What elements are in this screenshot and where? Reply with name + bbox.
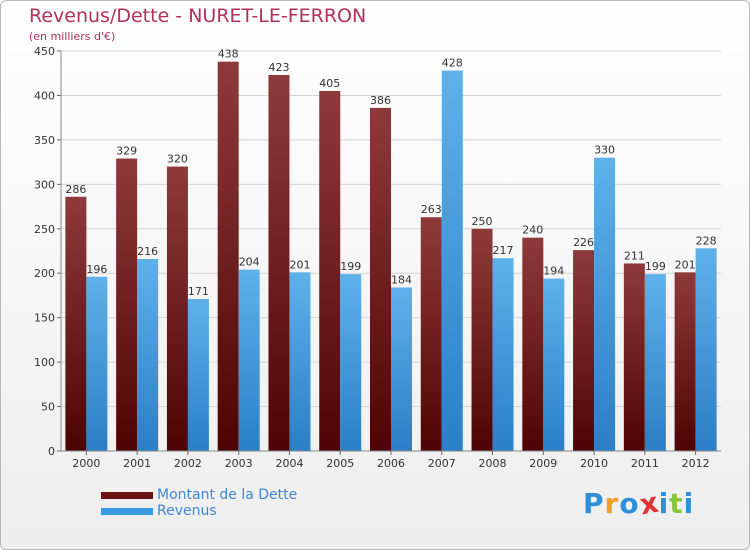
- data-label-revenus: 184: [391, 273, 412, 286]
- bar-dette: [623, 263, 645, 451]
- x-tick-label: 2003: [225, 457, 253, 470]
- bar-revenus: [289, 272, 311, 451]
- data-label-revenus: 330: [594, 144, 615, 157]
- legend-swatch-revenus: [101, 507, 153, 515]
- bar-dette: [268, 75, 290, 451]
- data-label-dette: 286: [65, 183, 86, 196]
- bar-revenus: [492, 258, 514, 451]
- bar-dette: [420, 217, 442, 451]
- logo-letter: r: [604, 487, 620, 520]
- legend-item-dette: Montant de la Dette: [101, 487, 297, 503]
- x-tick-label: 2006: [377, 457, 405, 470]
- bar-revenus: [238, 269, 260, 451]
- data-label-dette: 405: [319, 77, 340, 90]
- data-label-revenus: 216: [137, 245, 158, 258]
- bar-dette: [217, 61, 239, 452]
- data-label-revenus: 171: [188, 285, 209, 298]
- logo-letter: i: [683, 487, 695, 520]
- data-label-revenus: 196: [86, 263, 107, 276]
- x-tick-label: 2001: [123, 457, 151, 470]
- data-label-dette: 438: [218, 48, 239, 61]
- data-label-dette: 320: [167, 153, 188, 166]
- bar-dette: [522, 237, 544, 451]
- data-label-revenus: 228: [696, 234, 717, 247]
- bar-revenus: [340, 274, 362, 451]
- bar-revenus: [391, 287, 412, 451]
- y-tick-label: 200: [34, 267, 55, 280]
- x-tick-label: 2012: [682, 457, 710, 470]
- x-tick-label: 2004: [275, 457, 303, 470]
- legend-label-revenus: Revenus: [157, 503, 217, 519]
- y-tick-label: 250: [34, 223, 55, 236]
- x-tick-label: 2005: [326, 457, 354, 470]
- bar-revenus: [644, 274, 666, 451]
- data-label-dette: 201: [675, 258, 696, 271]
- x-tick-label: 2002: [174, 457, 202, 470]
- proxiti-logo: Proxiti: [583, 486, 695, 522]
- logo-letter: o: [619, 487, 640, 520]
- bar-revenus: [543, 278, 565, 451]
- x-tick-label: 2007: [428, 457, 456, 470]
- legend: Montant de la Dette Revenus: [101, 487, 297, 519]
- data-label-revenus: 199: [340, 260, 361, 273]
- data-label-dette: 263: [421, 203, 442, 216]
- logo-letter: t: [669, 487, 684, 520]
- data-label-revenus: 199: [645, 260, 666, 273]
- y-tick-label: 300: [34, 178, 55, 191]
- y-tick-label: 100: [34, 356, 55, 369]
- bar-dette: [319, 91, 341, 451]
- data-label-dette: 423: [268, 61, 289, 74]
- x-tick-label: 2011: [631, 457, 659, 470]
- bar-revenus: [86, 276, 108, 451]
- legend-item-revenus: Revenus: [101, 503, 297, 519]
- data-label-revenus: 428: [442, 57, 463, 70]
- data-label-revenus: 201: [289, 258, 310, 271]
- bar-revenus: [137, 259, 159, 451]
- legend-label-dette: Montant de la Dette: [157, 487, 298, 503]
- x-tick-label: 2010: [580, 457, 608, 470]
- bar-revenus: [187, 299, 209, 451]
- y-tick-label: 50: [41, 401, 55, 414]
- bar-dette: [674, 272, 696, 451]
- chart-title: Revenus/Dette - NURET-LE-FERRON: [29, 5, 367, 27]
- bar-dette: [370, 107, 391, 451]
- bar-dette: [166, 166, 188, 452]
- x-tick-label: 2009: [529, 457, 557, 470]
- bar-dette: [471, 228, 493, 451]
- data-label-dette: 240: [522, 224, 543, 237]
- y-tick-label: 350: [34, 134, 55, 147]
- bar-dette: [65, 196, 87, 451]
- data-label-dette: 250: [472, 215, 493, 228]
- x-tick-label: 2008: [479, 457, 507, 470]
- bar-revenus: [441, 70, 463, 452]
- bar-revenus: [695, 248, 717, 451]
- bar-dette: [573, 250, 595, 451]
- logo-letter: i: [658, 487, 670, 520]
- data-label-revenus: 204: [239, 256, 260, 269]
- chart-subtitle: (en milliers d'€): [29, 30, 116, 43]
- bar-dette: [116, 158, 138, 452]
- logo-letter: P: [583, 487, 605, 520]
- legend-swatch-dette: [101, 491, 153, 499]
- y-tick-label: 450: [34, 45, 55, 58]
- data-label-revenus: 194: [543, 265, 564, 278]
- data-label-dette: 329: [116, 145, 137, 158]
- y-tick-label: 400: [34, 89, 55, 102]
- y-tick-label: 0: [48, 445, 55, 458]
- y-tick-label: 150: [34, 312, 55, 325]
- data-label-revenus: 217: [493, 244, 514, 257]
- bar-revenus: [594, 157, 616, 451]
- x-tick-label: 2000: [72, 457, 100, 470]
- data-label-dette: 211: [624, 249, 645, 262]
- data-label-dette: 386: [370, 94, 391, 107]
- data-label-dette: 226: [573, 236, 594, 249]
